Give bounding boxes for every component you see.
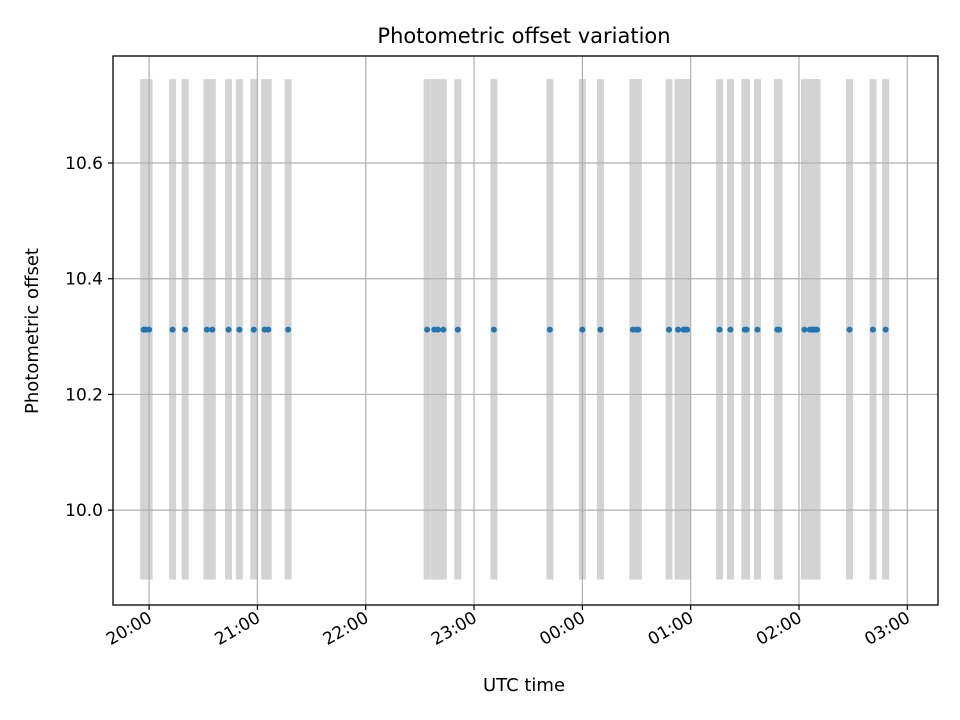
x-tick-label: 21:00 [211,608,263,650]
data-point [716,326,723,333]
data-point [882,326,889,333]
data-point [675,326,682,333]
y-axis-title: Photometric offset [22,248,43,414]
x-axis: 20:00 21:00 22:00 23:00 00:00 01:00 02:00 03:00 [103,605,914,650]
data-point [846,326,853,333]
data-point [776,326,783,333]
data-point [635,326,642,333]
x-tick-label: 22:00 [320,608,372,650]
y-tick-label: 10.0 [65,501,103,521]
data-point [182,326,189,333]
data-point [225,326,232,333]
data-point [424,326,431,333]
data-point [684,326,691,333]
x-tick-label: 00:00 [536,608,588,650]
x-tick-label: 01:00 [645,608,697,650]
data-point [440,326,447,333]
data-point [801,326,808,333]
data-point [546,326,553,333]
y-axis: 10.0 10.2 10.4 10.6 [65,154,113,521]
data-point [434,326,441,333]
y-tick-label: 10.2 [65,385,103,405]
y-tick-label: 10.6 [65,154,103,174]
x-tick-label: 23:00 [428,608,480,650]
x-tick-label: 03:00 [861,608,913,650]
data-point [203,326,210,333]
data-point [870,326,877,333]
data-point [454,326,461,333]
x-axis-title: UTC time [483,675,565,696]
data-point [265,326,272,333]
data-point [579,326,586,333]
plot-frame [112,55,939,606]
data-point [209,326,216,333]
data-point [490,326,497,333]
data-point [285,326,292,333]
x-tick-label: 20:00 [103,608,155,650]
data-point [597,326,604,333]
data-point [146,326,153,333]
data-point [743,326,750,333]
y-tick-label: 10.4 [65,270,103,290]
data-points [140,326,889,333]
data-point [169,326,176,333]
data-point [727,326,734,333]
data-point [236,326,243,333]
data-point [814,326,821,333]
x-tick-label: 02:00 [753,608,805,650]
grid-lines [113,56,938,605]
chart-title: Photometric offset variation [377,24,670,48]
data-point [754,326,761,333]
data-point [666,326,673,333]
data-point [250,326,257,333]
